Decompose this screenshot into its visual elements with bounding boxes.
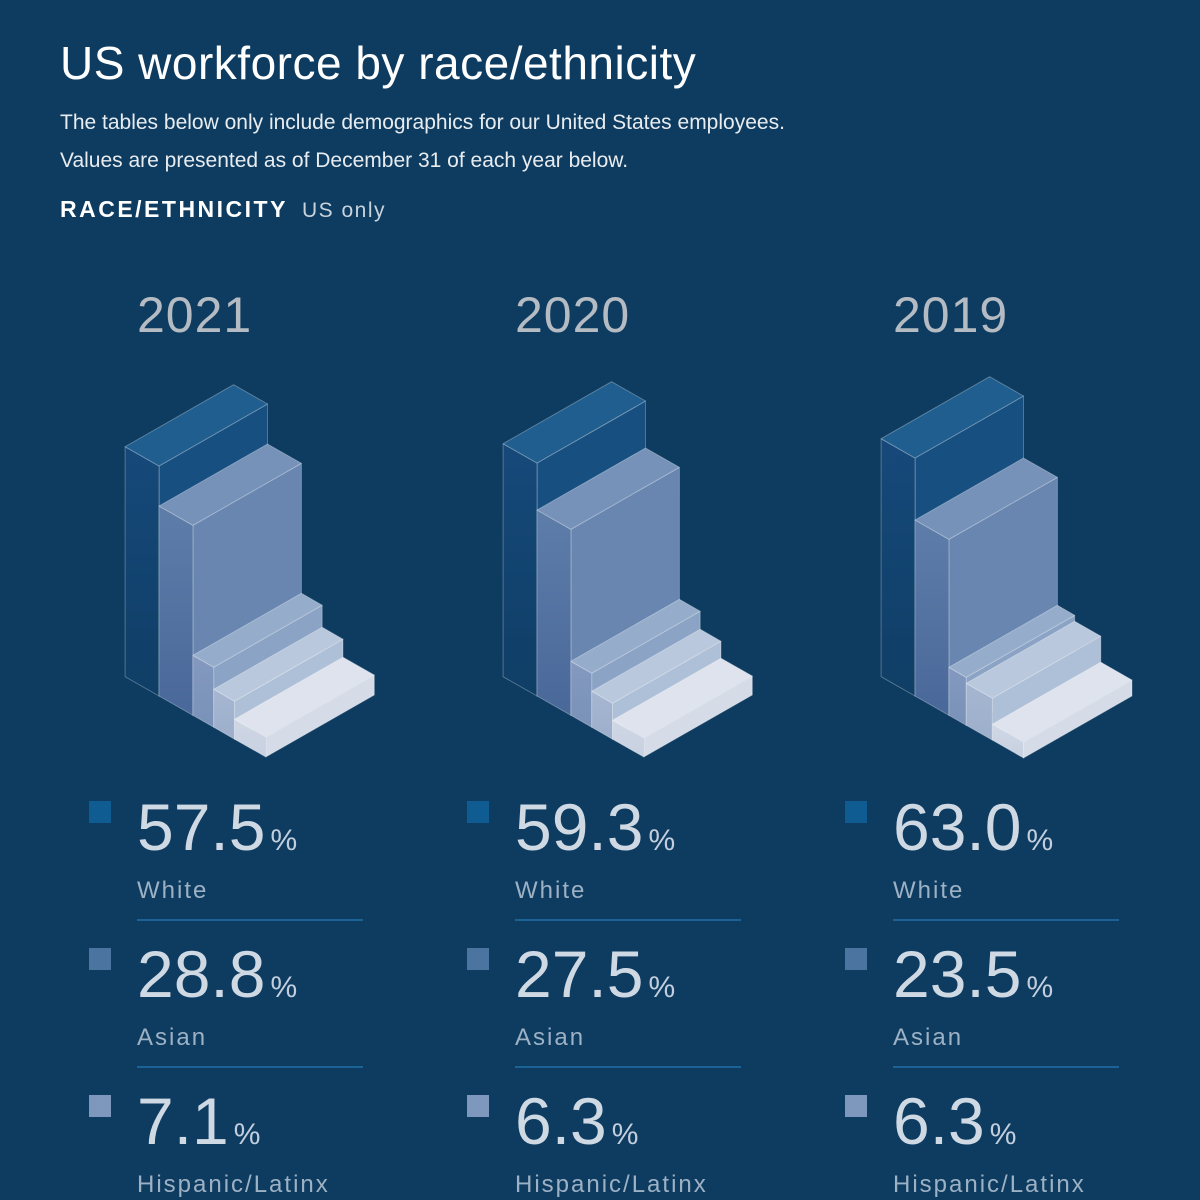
- stats-list: 57.5% White 28.8% Asian 7.1% Hispanic/La…: [89, 794, 409, 1200]
- subtitle-line-1: The tables below only include demographi…: [60, 111, 785, 134]
- stat-item: 63.0% White: [845, 794, 1165, 921]
- stat-value: 63.0: [893, 790, 1022, 864]
- stat-unit: %: [270, 824, 299, 857]
- legend-square-icon: [845, 801, 867, 823]
- stat-unit: %: [1026, 824, 1055, 857]
- stat-label: Asian: [137, 1024, 208, 1051]
- stat-unit: %: [270, 971, 299, 1004]
- stat-value: 27.5: [515, 937, 644, 1011]
- stats-list: 59.3% White 27.5% Asian 6.3% Hispanic/La…: [467, 794, 787, 1200]
- isometric-bar-chart: [502, 381, 753, 758]
- year-column: 2019 63.0% White 23.5% Asian 6.3% Hispan…: [845, 270, 1185, 1200]
- legend-square-icon: [845, 1095, 867, 1117]
- stat-value: 57.5: [137, 790, 266, 864]
- subtitle-line-2: Values are presented as of December 31 o…: [60, 149, 629, 172]
- stat-unit: %: [233, 1118, 262, 1151]
- legend-square-icon: [89, 948, 111, 970]
- stats-list: 63.0% White 23.5% Asian 6.3% Hispanic/La…: [845, 794, 1165, 1200]
- stat-unit: %: [648, 971, 677, 1004]
- stat-unit: %: [611, 1118, 640, 1151]
- stat-label: Hispanic/Latinx: [137, 1171, 330, 1198]
- legend-square-icon: [467, 948, 489, 970]
- year-column: 2021 57.5% White 28.8% Asian 7.1% Hispan…: [89, 270, 429, 1200]
- stat-value: 6.3: [893, 1084, 985, 1158]
- stat-label: Hispanic/Latinx: [893, 1171, 1086, 1198]
- divider: [137, 1066, 363, 1068]
- stat-label: White: [137, 877, 209, 904]
- stat-item: 28.8% Asian: [89, 941, 409, 1068]
- stat-item: 23.5% Asian: [845, 941, 1165, 1068]
- divider: [515, 919, 741, 921]
- stat-value: 28.8: [137, 937, 266, 1011]
- stat-value: 59.3: [515, 790, 644, 864]
- divider: [893, 919, 1119, 921]
- legend-square-icon: [89, 1095, 111, 1117]
- stat-item: 6.3% Hispanic/Latinx: [845, 1088, 1165, 1200]
- stat-label: Asian: [893, 1024, 964, 1051]
- year-columns: 2021 57.5% White 28.8% Asian 7.1% Hispan…: [0, 270, 1200, 1200]
- year-column: 2020 59.3% White 27.5% Asian 6.3% Hispan…: [467, 270, 807, 1200]
- stat-value: 6.3: [515, 1084, 607, 1158]
- stat-label: White: [893, 877, 965, 904]
- divider: [893, 1066, 1119, 1068]
- isometric-bar-chart: [880, 376, 1133, 759]
- stat-label: White: [515, 877, 587, 904]
- year-label: 2019: [893, 287, 1009, 343]
- stat-label: Hispanic/Latinx: [515, 1171, 708, 1198]
- stat-item: 59.3% White: [467, 794, 787, 921]
- page-subtitle: The tables below only include demographi…: [60, 104, 1140, 180]
- legend-square-icon: [845, 948, 867, 970]
- section-sublabel: US only: [301, 199, 386, 222]
- isometric-bar-chart: [124, 384, 375, 758]
- header: US workforce by race/ethnicity The table…: [60, 36, 1140, 180]
- stat-item: 27.5% Asian: [467, 941, 787, 1068]
- stat-unit: %: [648, 824, 677, 857]
- legend-square-icon: [467, 1095, 489, 1117]
- section-header: RACE/ETHNICITY US only: [60, 196, 386, 223]
- legend-square-icon: [467, 801, 489, 823]
- divider: [137, 919, 363, 921]
- divider: [515, 1066, 741, 1068]
- stat-unit: %: [1026, 971, 1055, 1004]
- stat-label: Asian: [515, 1024, 586, 1051]
- stat-item: 6.3% Hispanic/Latinx: [467, 1088, 787, 1200]
- year-label: 2020: [515, 287, 631, 343]
- stat-unit: %: [989, 1118, 1018, 1151]
- page-title: US workforce by race/ethnicity: [60, 37, 697, 89]
- stat-value: 23.5: [893, 937, 1022, 1011]
- stat-item: 7.1% Hispanic/Latinx: [89, 1088, 409, 1200]
- legend-square-icon: [89, 801, 111, 823]
- year-label: 2021: [137, 287, 253, 343]
- stat-item: 57.5% White: [89, 794, 409, 921]
- section-label: RACE/ETHNICITY: [60, 196, 288, 222]
- stat-value: 7.1: [137, 1084, 229, 1158]
